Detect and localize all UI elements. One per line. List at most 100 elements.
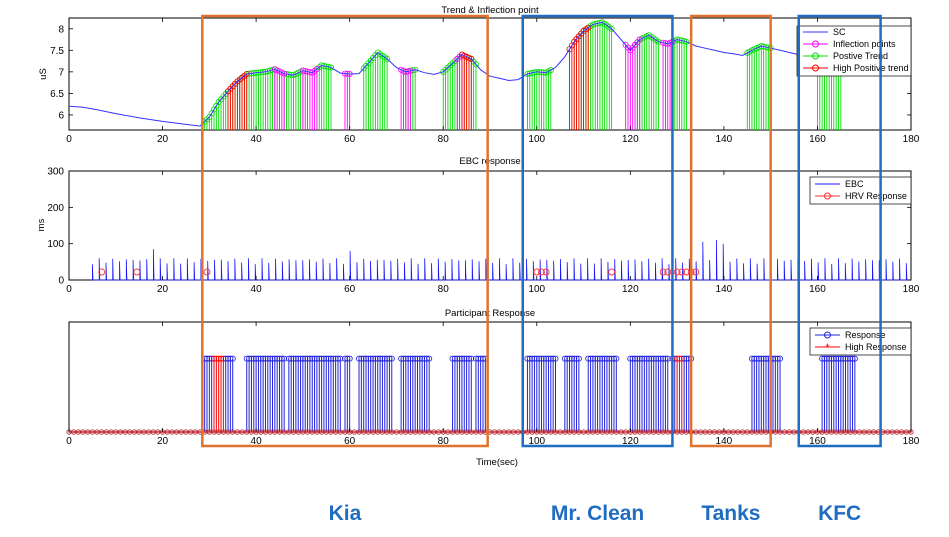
y-tick-label: 6: [58, 110, 64, 121]
trend-stems: [201, 19, 844, 130]
y-tick-label: 300: [47, 167, 64, 178]
hrv-response-point: [664, 268, 672, 276]
ebc-title: EBC response: [459, 156, 520, 167]
ebc-ylabel: ms: [36, 218, 47, 231]
x-tick-label: 100: [528, 134, 545, 145]
response-point: [851, 355, 858, 362]
trend-ylabel: uS: [38, 68, 49, 80]
x-tick-label: 120: [622, 436, 639, 447]
hrv-response-point: [533, 268, 541, 276]
response-point: [468, 355, 475, 362]
x-tick-label: 40: [251, 436, 263, 447]
hrv-response-point: [678, 268, 686, 276]
ebc-legend-box: [809, 176, 912, 205]
response-point: [613, 355, 620, 362]
hrv-response-point: [692, 268, 700, 276]
positive-trend-point: [608, 25, 615, 32]
legend-response-label: Response: [845, 330, 886, 340]
legend-high-positive-label: High Positive trend: [833, 63, 909, 73]
response-legend-box: [809, 327, 912, 356]
legend-sc-label: SC: [833, 27, 846, 37]
positive-trend-point: [472, 61, 479, 68]
segment-box: [521, 14, 674, 448]
response-point: [777, 355, 784, 362]
segment-box: [201, 14, 489, 448]
x-tick-label: 0: [66, 134, 72, 145]
segment-label: Tanks: [701, 502, 760, 525]
x-tick-label: 180: [903, 436, 920, 447]
response-xlabel: Time(sec): [476, 457, 518, 468]
response-point: [346, 355, 353, 362]
response-point: [575, 355, 582, 362]
positive-trend-point: [327, 64, 334, 71]
x-tick-label: 0: [66, 284, 72, 295]
response-point: [229, 355, 236, 362]
x-tick-label: 140: [716, 284, 733, 295]
trend-title: Trend & Inflection point: [441, 5, 539, 16]
hrv-response-point: [538, 268, 545, 276]
x-tick-label: 100: [528, 436, 545, 447]
ebc-plot-area: [68, 170, 912, 281]
legend-high-positive-marker: [812, 64, 819, 72]
x-tick-label: 120: [622, 284, 639, 295]
x-tick-label: 100: [528, 284, 545, 295]
x-tick-label: 160: [809, 284, 826, 295]
response-title: Participant Response: [445, 308, 535, 319]
hrv-response-point: [608, 268, 616, 276]
response-point: [388, 355, 395, 362]
legend-hrv-label: HRV Response: [845, 191, 907, 201]
trend-plot-area: [68, 17, 912, 131]
x-tick-label: 60: [344, 284, 356, 295]
segment-box: [689, 14, 772, 448]
response-plot-area: [68, 321, 912, 433]
y-tick-label: 100: [47, 239, 64, 250]
x-tick-label: 160: [809, 436, 826, 447]
legend-high-response-marker: *: [825, 342, 830, 354]
y-tick-label: 7: [58, 67, 64, 78]
response-legend: Response * High Response: [809, 327, 912, 356]
x-tick-label: 40: [251, 284, 263, 295]
x-tick-label: 20: [157, 284, 169, 295]
positive-trend-point: [547, 67, 554, 74]
y-tick-label: 8: [58, 24, 64, 35]
legend-positive-label: Postive Trend: [833, 51, 888, 61]
x-tick-label: 80: [438, 284, 450, 295]
response-ticks: 0 20 40 60 80 100 120 140 160 180: [66, 322, 920, 447]
hrv-response-point: [542, 268, 550, 276]
response-point: [664, 355, 671, 362]
inflection-point: [407, 67, 414, 74]
x-tick-label: 120: [622, 134, 639, 145]
response-point: [552, 355, 559, 362]
x-tick-label: 80: [438, 436, 450, 447]
positive-trend-point: [325, 64, 332, 71]
response-point: [281, 355, 288, 362]
positive-trend-point: [681, 38, 688, 45]
x-tick-label: 60: [344, 436, 356, 447]
trend-ticks: 0 20 40 60 80 100 120 140 160 180 6 6.5 7 7.5 8: [50, 18, 920, 145]
segment-box: [797, 14, 882, 448]
ebc-legend: EBC HRV Response: [809, 176, 912, 205]
legend-ebc-label: EBC: [845, 179, 864, 189]
hrv-response-point: [683, 268, 690, 276]
y-tick-label: 0: [58, 276, 64, 287]
ebc-panel: EBC response ms 0 20 40 60 80 100 120 140 160 180…: [36, 156, 920, 295]
x-tick-label: 20: [157, 134, 169, 145]
x-tick-label: 140: [716, 436, 733, 447]
high-positive-trend-point: [585, 24, 592, 31]
legend-hrv-marker: [824, 192, 831, 200]
y-tick-label: 6.5: [50, 89, 64, 100]
positive-trend-point: [683, 38, 690, 45]
x-tick-label: 180: [903, 284, 920, 295]
y-tick-label: 200: [47, 203, 64, 214]
segment-label: KFC: [818, 502, 861, 525]
response-point: [426, 355, 433, 362]
legend-high-response-label: High Response: [845, 342, 907, 352]
x-tick-label: 180: [903, 134, 920, 145]
y-tick-label: 7.5: [50, 46, 64, 57]
ebc-ticks: 0 20 40 60 80 100 120 140 160 180 0 100 200 300: [47, 167, 919, 296]
x-tick-label: 40: [251, 134, 263, 145]
x-tick-label: 80: [438, 134, 450, 145]
inflection-point: [636, 36, 643, 43]
hrv-response-point: [673, 268, 681, 276]
